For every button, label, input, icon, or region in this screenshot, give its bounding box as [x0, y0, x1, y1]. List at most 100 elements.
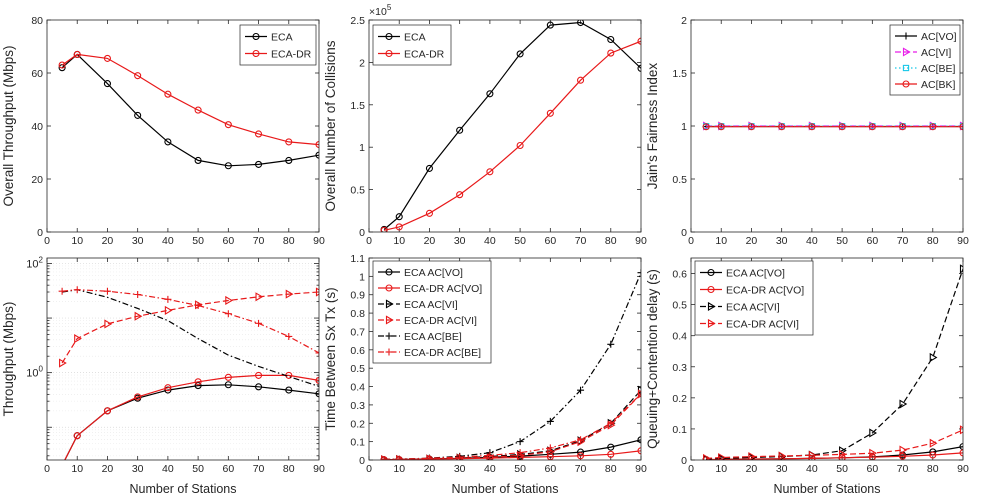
- y-exponent-power: 5: [387, 3, 392, 12]
- data-point: [58, 61, 66, 69]
- x-tick-label: 10: [71, 235, 83, 247]
- y-tick-label: 0: [37, 227, 43, 239]
- x-tick-label: 0: [688, 235, 694, 247]
- data-point: [255, 130, 263, 138]
- data-point: [486, 90, 494, 98]
- legend-label: ECA AC[VO]: [404, 267, 463, 279]
- legend-label: ECA AC[VI]: [726, 302, 780, 314]
- x-tick-label: 40: [484, 463, 496, 475]
- y-tick-label: 0.5: [350, 185, 365, 197]
- x-tick-label: 60: [222, 235, 234, 247]
- data-point: [899, 123, 907, 131]
- series-line: [706, 268, 963, 460]
- x-tick-label: 40: [806, 463, 818, 475]
- data-point: [577, 76, 585, 84]
- y-tick-label: 0.1: [672, 424, 687, 436]
- data-point: [255, 160, 263, 168]
- data-point: [959, 443, 963, 451]
- data-point: [134, 311, 143, 321]
- data-point: [395, 213, 403, 221]
- data-point: [58, 287, 66, 295]
- x-axis-label: Number of Stations: [452, 482, 559, 496]
- x-tick-label: 70: [897, 463, 909, 475]
- y-tick-label: 60: [31, 68, 43, 80]
- data-point: [194, 156, 202, 164]
- y-tick-label: 0: [359, 455, 365, 467]
- series-line: [706, 452, 963, 460]
- y-tick-label: 1.5: [672, 68, 687, 80]
- y-tick-label: 0.7: [350, 326, 365, 338]
- y-tick-label: 0.5: [350, 363, 365, 375]
- legend-box: [372, 260, 492, 364]
- x-tick-label: 50: [514, 235, 526, 247]
- chart-p5: 0 10 20 30 40 50 60 70 80 90 0 0.1 0.2 0.3 0.4 0.5 0.6 0.…: [323, 253, 647, 496]
- data-point: [637, 436, 641, 444]
- series-line: [61, 53, 319, 146]
- data-point: [164, 386, 172, 394]
- data-point: [899, 399, 908, 409]
- y-tick-label: 0.6: [350, 345, 365, 357]
- data-point: [285, 332, 293, 340]
- x-tick-label: 20: [424, 463, 436, 475]
- chart-p6: 0 10 20 30 40 50 60 70 80 90 0 0.1 0.2 0.3 0.4 0.5 0.6 Qu…: [645, 257, 969, 496]
- x-tick-label: 50: [192, 235, 204, 247]
- y-tick-label: 0.5: [672, 300, 687, 312]
- data-point: [255, 292, 264, 302]
- data-point: [516, 449, 524, 457]
- data-point: [315, 376, 319, 384]
- y-axis-label: Queuing+Contention delay (s): [645, 269, 660, 449]
- x-tick-label: 90: [957, 235, 969, 247]
- data-point: [747, 123, 755, 131]
- x-tick-label: 0: [366, 463, 372, 475]
- y-axis-label: Jain's Fairness Index: [645, 63, 660, 190]
- data-point: [577, 436, 585, 444]
- legend-label: ECA: [271, 32, 293, 44]
- data-point: [224, 121, 232, 129]
- x-tick-label: 30: [776, 235, 788, 247]
- data-point: [134, 111, 142, 119]
- data-point: [255, 371, 263, 379]
- data-point: [486, 451, 494, 459]
- x-tick-label: 60: [222, 463, 234, 475]
- chart-p1: 0 10 20 30 40 50 60 70 80 90 0 20 40 60 80 Overall Thro…: [1, 15, 325, 247]
- x-tick-label: 30: [132, 463, 144, 475]
- x-tick-label: 90: [957, 463, 969, 475]
- data-point: [607, 340, 615, 348]
- legend-marker: [707, 318, 716, 329]
- x-tick-label: 40: [806, 235, 818, 247]
- data-point: [103, 54, 111, 62]
- data-point: [637, 37, 641, 45]
- x-axis-label: Number of Stations: [130, 482, 237, 496]
- legend-label: ECA AC[VI]: [404, 299, 458, 311]
- legend-label: AC[BK]: [921, 79, 956, 91]
- x-tick-label: 10: [71, 463, 83, 475]
- data-point: [164, 138, 172, 146]
- legend-label: ECA-DR AC[BE]: [404, 347, 481, 359]
- x-tick-label: 60: [544, 463, 556, 475]
- series-line: [384, 393, 641, 460]
- data-point: [164, 305, 173, 315]
- data-point: [718, 452, 726, 460]
- x-tick-label: 30: [132, 235, 144, 247]
- legend-marker: [252, 32, 260, 41]
- data-point: [868, 123, 876, 131]
- data-point: [607, 35, 615, 44]
- data-point: [380, 455, 388, 460]
- y-tick-label: 2: [359, 57, 365, 69]
- x-tick-label: 0: [44, 463, 50, 475]
- x-tick-label: 20: [102, 463, 114, 475]
- data-point: [577, 452, 585, 460]
- legend-marker: [707, 285, 715, 294]
- legend-label: AC[VO]: [921, 31, 957, 43]
- axes-box: [690, 19, 964, 233]
- legend-marker: [902, 64, 910, 72]
- data-point: [929, 352, 938, 363]
- data-point: [899, 452, 907, 460]
- data-point: [164, 295, 172, 303]
- legend-label: ECA-DR: [404, 49, 445, 61]
- data-point: [637, 64, 641, 72]
- y-axis-label: Overall Throughput (Mbps): [1, 45, 16, 206]
- x-tick-label: 60: [866, 235, 878, 247]
- series-group: [380, 20, 641, 232]
- legend: ECA ECA-DR: [372, 24, 452, 66]
